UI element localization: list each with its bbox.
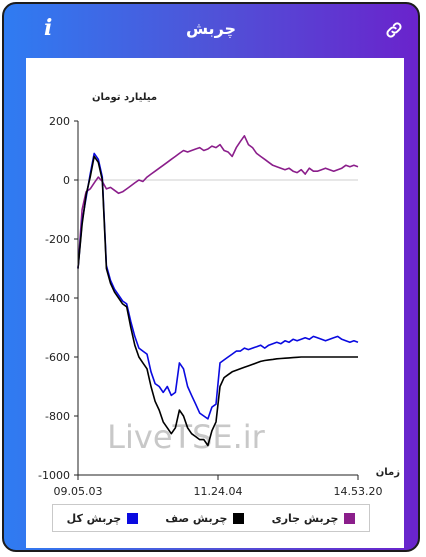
info-icon[interactable]: i: [44, 15, 53, 41]
legend-item-queue[interactable]: چربش صف: [165, 511, 245, 525]
chart-card: i چربش LiveTSE.ir 200 0 -200 -400 -600 -800 -1…: [2, 2, 420, 552]
legend-item-current[interactable]: چربش جاری: [272, 512, 356, 525]
legend-label-total: چربش کل: [66, 511, 122, 525]
y-tick-label: -800: [45, 410, 70, 423]
chart-panel: LiveTSE.ir 200 0 -200 -400 -600 -800 -1000 09.0…: [26, 58, 404, 548]
legend-swatch-queue: [233, 512, 245, 524]
series-line-2: [77, 152, 359, 420]
x-axis-title: زمان: [376, 467, 400, 478]
card-header: i چربش: [4, 4, 418, 58]
card-title: چربش: [185, 19, 237, 38]
x-tick-label: 11.24.04: [194, 485, 243, 498]
x-tick-label: 09.05.03: [54, 485, 103, 498]
legend-label-current: چربش جاری: [271, 511, 339, 525]
legend-swatch-total: [127, 512, 139, 524]
line-chart: LiveTSE.ir 2000-200-400-600-800-100009.0…: [38, 92, 400, 498]
chart-legend: چربش جاری چربش صف چربش کل: [52, 504, 370, 532]
y-tick-label: 0: [63, 174, 70, 187]
series-line-1: [77, 155, 358, 447]
y-tick-label: -400: [45, 292, 70, 305]
y-tick-label: 200: [49, 115, 70, 128]
series-line-0: [77, 135, 359, 269]
x-tick-label: 14.53.20: [334, 485, 383, 498]
y-axis-title: میلیارد تومان: [92, 92, 157, 103]
y-tick-label: -200: [45, 233, 70, 246]
legend-item-total[interactable]: چربش کل: [67, 512, 139, 525]
legend-label-queue: چربش صف: [165, 511, 228, 525]
link-icon[interactable]: [384, 20, 404, 40]
y-tick-label: -1000: [38, 469, 70, 482]
y-tick-label: -600: [45, 351, 70, 364]
legend-swatch-current: [344, 512, 356, 524]
